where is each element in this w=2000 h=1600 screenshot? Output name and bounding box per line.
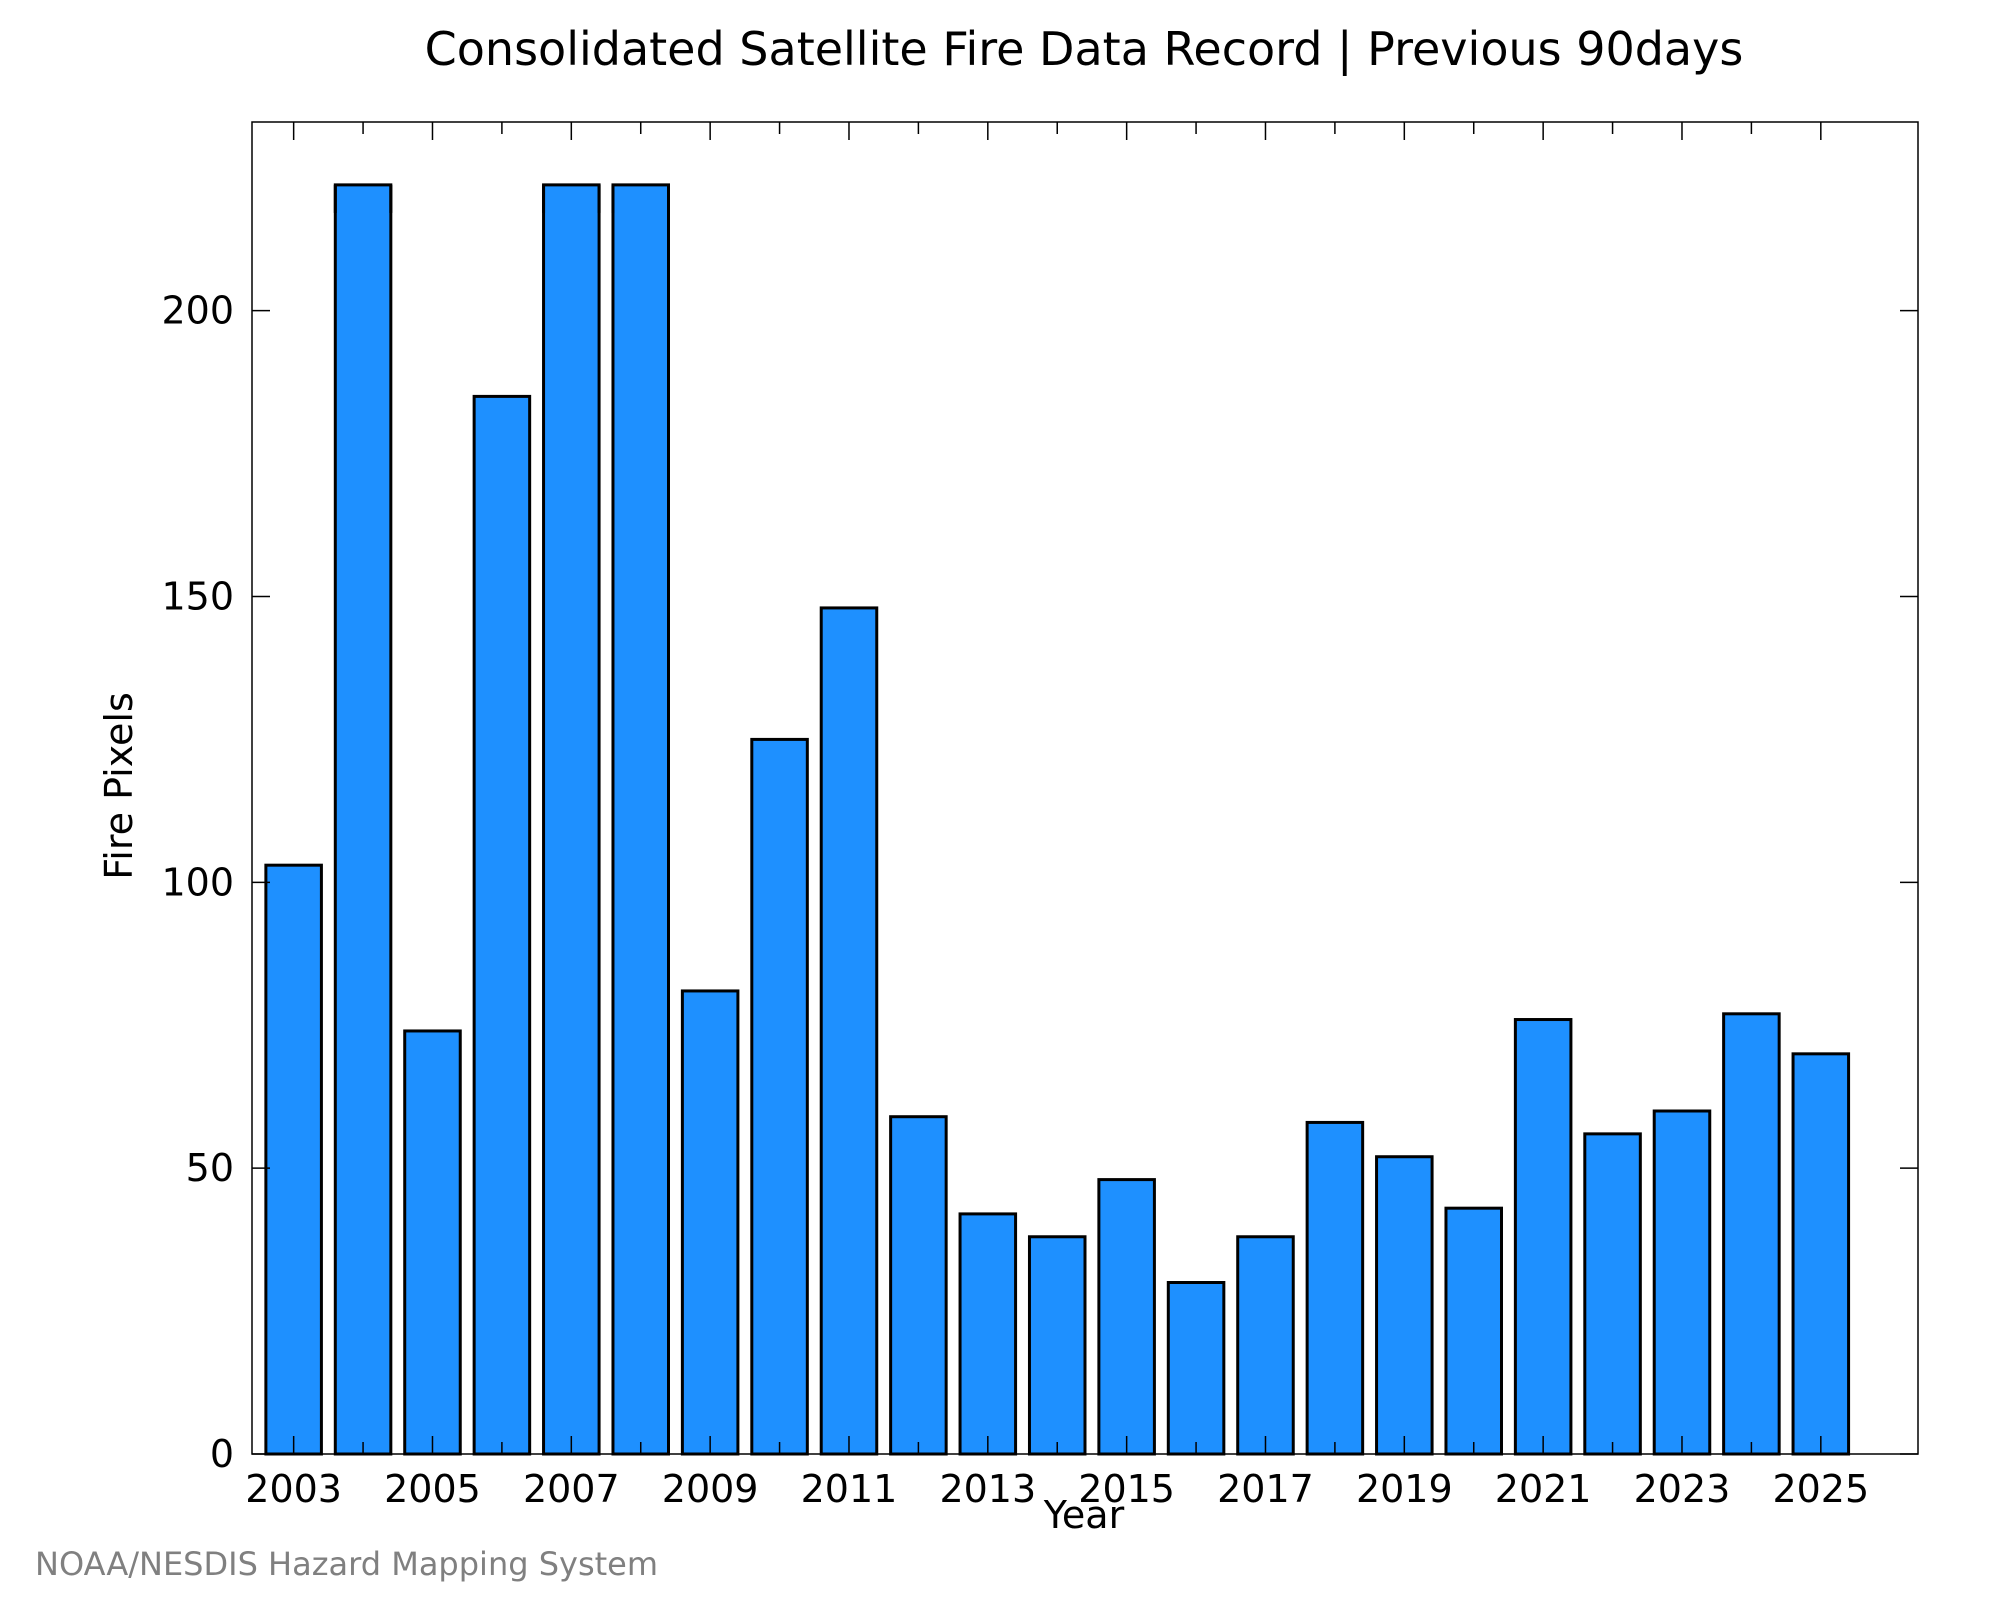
plot-frame xyxy=(251,121,1919,1455)
x-tick-label-2013: 2013 xyxy=(939,1467,1036,1511)
y-tick-label-0: 0 xyxy=(210,1432,234,1476)
x-tick-label-2023: 2023 xyxy=(1634,1467,1731,1511)
bar-2006 xyxy=(472,394,532,1456)
bar-2016 xyxy=(1166,1281,1226,1456)
y-tick-label-150: 150 xyxy=(161,574,234,618)
x-tick-label-2003: 2003 xyxy=(245,1467,342,1511)
x-tick-label-2009: 2009 xyxy=(662,1467,759,1511)
bar-2003 xyxy=(264,863,323,1456)
y-tick-label-100: 100 xyxy=(161,860,234,904)
x-tick-label-2011: 2011 xyxy=(801,1467,898,1511)
y-axis-label: Fire Pixels xyxy=(97,692,141,880)
bars-layer xyxy=(264,183,1851,1456)
x-tick-label-2007: 2007 xyxy=(523,1467,620,1511)
bar-2012 xyxy=(889,1115,948,1456)
bar-2009 xyxy=(680,989,740,1456)
bar-2023 xyxy=(1652,1109,1712,1456)
bar-2010 xyxy=(750,737,809,1456)
bar-2024 xyxy=(1722,1012,1781,1456)
x-tick-label-2005: 2005 xyxy=(384,1467,481,1511)
bar-2007 xyxy=(542,183,601,1456)
x-tick-label-2019: 2019 xyxy=(1356,1467,1453,1511)
bar-2022 xyxy=(1583,1132,1642,1456)
x-tick-label-2025: 2025 xyxy=(1772,1467,1869,1511)
bar-2005 xyxy=(403,1029,462,1456)
y-tick-label-200: 200 xyxy=(161,289,234,333)
bar-2013 xyxy=(958,1212,1018,1456)
bar-2018 xyxy=(1305,1120,1365,1456)
bar-2015 xyxy=(1097,1178,1156,1456)
bar-2025 xyxy=(1791,1052,1851,1456)
bar-2008 xyxy=(611,183,670,1456)
bar-2019 xyxy=(1375,1155,1434,1456)
bar-2014 xyxy=(1027,1235,1087,1456)
bar-2004 xyxy=(333,183,393,1456)
axes-layer xyxy=(251,121,1919,1455)
x-tick-label-2015: 2015 xyxy=(1078,1467,1175,1511)
bar-2017 xyxy=(1236,1235,1295,1456)
bar-2020 xyxy=(1444,1206,1503,1456)
chart-title: Consolidated Satellite Fire Data Record … xyxy=(425,22,1744,77)
bar-2021 xyxy=(1513,1018,1573,1456)
x-tick-label-2017: 2017 xyxy=(1217,1467,1314,1511)
ticks-layer: 0 50 100 150 200 2003 2005 2007 2009 2011 2013 2015… xyxy=(161,122,1918,1511)
source-credit: NOAA/NESDIS Hazard Mapping System xyxy=(35,1545,658,1583)
x-axis-label: Year xyxy=(1043,1493,1125,1537)
x-tick-label-2021: 2021 xyxy=(1495,1467,1592,1511)
bar-2011 xyxy=(819,606,879,1456)
y-tick-label-50: 50 xyxy=(186,1146,234,1190)
